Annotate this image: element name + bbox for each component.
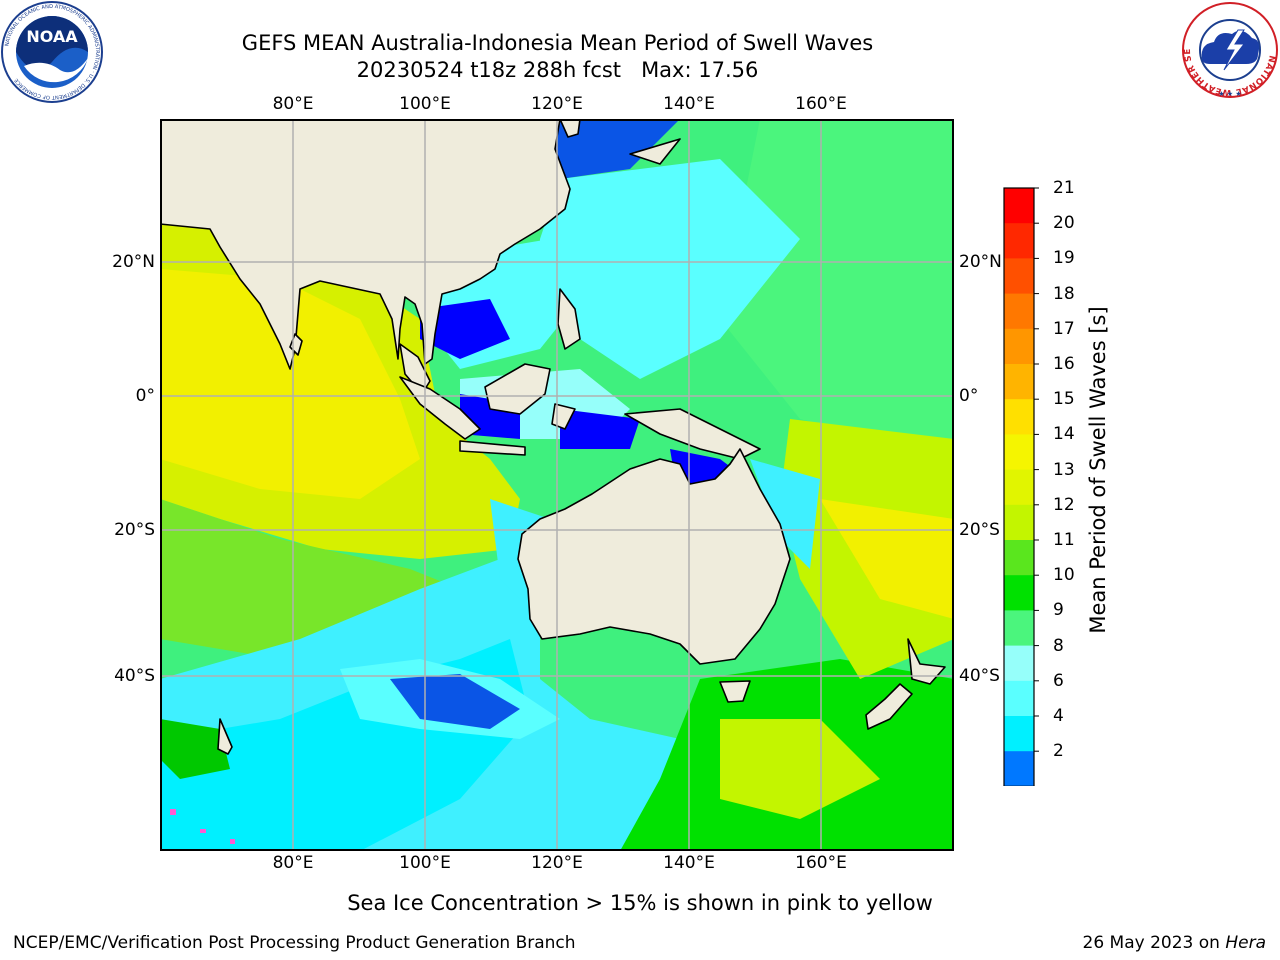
colorbar-tick-label: 15	[1053, 389, 1075, 410]
colorbar-tick-label: 17	[1053, 318, 1075, 339]
lat-tick-left: 0°	[135, 386, 155, 406]
colorbar-tick-label: 14	[1053, 424, 1075, 445]
colorbar-tick-label: 12	[1053, 494, 1075, 515]
footer-credit: NCEP/EMC/Verification Post Processing Pr…	[13, 933, 576, 953]
colorbar-tick-label: 13	[1053, 459, 1075, 480]
lon-tick-top: 160°E	[795, 94, 847, 114]
colorbar-segment	[1004, 575, 1034, 611]
sea-ice-specks	[170, 809, 176, 815]
noaa-logo-text: NOAA	[26, 27, 78, 46]
footer-date-text: 26 May 2023 on	[1082, 933, 1226, 953]
colorbar-segment	[1004, 399, 1034, 435]
colorbar-tick-label: 2	[1053, 741, 1064, 762]
nws-logo: NATIONAL WEATHER SERVICE ★ ★ ★	[1180, 0, 1278, 98]
colorbar-segment	[1004, 364, 1034, 400]
colorbar-segment	[1004, 540, 1034, 576]
colorbar-frame	[1003, 187, 1035, 786]
footer-machine: Hera	[1225, 933, 1266, 953]
colorbar-tick-label: 4	[1053, 706, 1064, 726]
swell-period-map	[160, 119, 954, 851]
colorbar-segment	[1004, 258, 1034, 295]
colorbar-segment	[1004, 751, 1034, 786]
colorbar-segment	[1004, 328, 1034, 365]
colorbar-segment	[1004, 504, 1034, 541]
colorbar-segment	[1004, 680, 1034, 717]
lon-tick-bottom: 120°E	[531, 853, 583, 873]
colorbar-tick-label: 9	[1053, 600, 1064, 621]
lon-tick-top: 140°E	[663, 94, 715, 114]
noaa-logo: NOAA NATIONAL OCEANIC AND ATMOSPHERIC AD…	[1, 1, 103, 103]
colorbar-segment	[1004, 188, 1034, 224]
chart-subtitle: 20230524 t18z 288h fcst Max: 17.56	[356, 58, 759, 82]
lon-tick-bottom: 80°E	[272, 853, 314, 873]
colorbar-tick-label: 19	[1053, 248, 1075, 269]
colorbar-segment	[1004, 716, 1034, 752]
lat-tick-right: 20°N	[959, 252, 1002, 272]
graticule	[160, 119, 954, 851]
colorbar-tick-label: 18	[1053, 283, 1075, 304]
sea-ice-note: Sea Ice Concentration > 15% is shown in …	[0, 891, 1280, 915]
lat-tick-right: 40°S	[959, 666, 1000, 686]
colorbar	[1003, 187, 1039, 786]
lat-tick-right: 0°	[959, 386, 979, 406]
lon-tick-bottom: 100°E	[399, 853, 451, 873]
colorbar-segment	[1004, 645, 1034, 682]
lon-tick-bottom: 140°E	[663, 853, 715, 873]
lat-tick-left: 20°S	[114, 520, 155, 540]
colorbar-segment	[1004, 469, 1034, 506]
colorbar-tick-label: 6	[1053, 670, 1064, 691]
chart-title: GEFS MEAN Australia-Indonesia Mean Perio…	[241, 31, 874, 55]
colorbar-segment	[1004, 434, 1034, 471]
colorbar-segment	[1004, 223, 1034, 259]
sea-ice-note-text: Sea Ice Concentration > 15% is shown in …	[347, 891, 933, 915]
svg-text:★ ★ ★: ★ ★ ★	[1218, 90, 1241, 98]
colorbar-tick-label: 21	[1053, 178, 1075, 198]
colorbar-segment	[1004, 610, 1034, 647]
lat-tick-right: 20°S	[959, 520, 1000, 540]
colorbar-label: Mean Period of Swell Waves [s]	[1086, 306, 1110, 634]
lon-tick-bottom: 160°E	[795, 853, 847, 873]
lat-tick-left: 20°N	[112, 252, 155, 272]
australia-landmass	[517, 448, 791, 665]
lon-tick-top: 120°E	[531, 94, 583, 114]
colorbar-tick-label: 10	[1053, 565, 1075, 586]
footer-date: 26 May 2023 on Hera	[1083, 933, 1267, 953]
map-frame	[160, 119, 954, 851]
land-masses	[160, 119, 946, 755]
lat-tick-left: 40°S	[114, 666, 155, 686]
colorbar-tick-label: 11	[1053, 530, 1075, 550]
colorbar-tick-label: 16	[1053, 354, 1075, 374]
lon-tick-top: 80°E	[272, 94, 314, 114]
lon-tick-top: 100°E	[399, 94, 451, 114]
colorbar-segment	[1004, 293, 1034, 330]
colorbar-tick-label: 8	[1053, 635, 1064, 656]
colorbar-tick-label: 20	[1053, 213, 1075, 234]
pacific-short-period	[540, 159, 800, 379]
